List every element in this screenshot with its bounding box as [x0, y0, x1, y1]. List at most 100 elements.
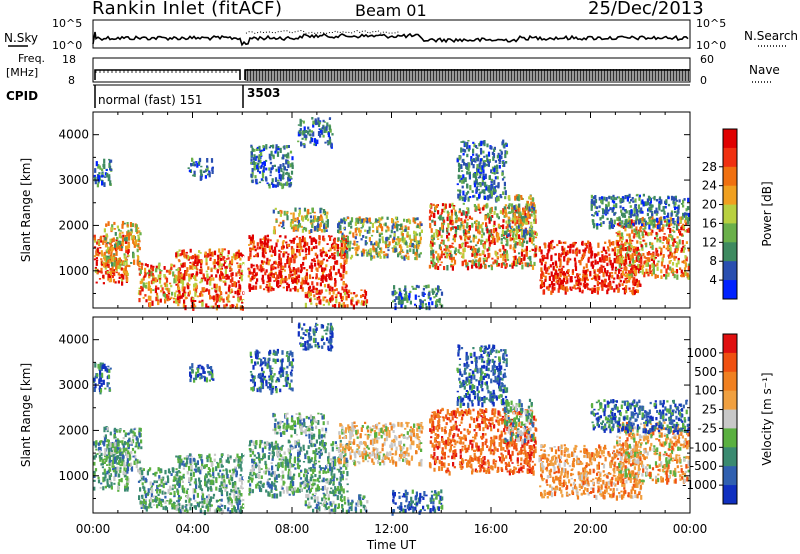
heat-cell [138, 240, 141, 243]
heat-cell [381, 236, 384, 241]
heat-cell [475, 252, 478, 256]
heat-cell [447, 223, 450, 229]
heat-cell [177, 294, 180, 296]
heat-cell [183, 288, 186, 294]
heat-cell [200, 266, 203, 269]
heat-cell [200, 262, 203, 266]
heat-cell [183, 292, 186, 297]
heat-cell [496, 237, 499, 243]
heat-cell [505, 150, 509, 155]
heat-cell [636, 280, 640, 284]
heat-cell [475, 255, 478, 258]
heat-cell [467, 231, 470, 233]
heat-cell [395, 238, 399, 241]
heat-cell [301, 137, 304, 140]
heat-cell [473, 143, 476, 148]
heat-cell [628, 201, 631, 204]
heat-cell [107, 439, 110, 445]
heat-cell [491, 172, 494, 174]
heat-cell [309, 289, 312, 293]
heat-cell [380, 232, 383, 236]
heat-cell [683, 267, 687, 273]
heat-cell [550, 243, 553, 249]
heat-cell [420, 229, 423, 233]
heat-cell [482, 260, 485, 265]
heat-cell [528, 250, 532, 252]
heat-cell [196, 163, 199, 168]
heat-cell [335, 298, 338, 304]
heat-cell [647, 195, 651, 199]
heat-cell [466, 266, 470, 271]
heat-cell [608, 221, 611, 225]
heat-cell [99, 167, 102, 170]
heat-cell [266, 242, 269, 248]
heat-cell [104, 472, 107, 479]
heat-cell [414, 244, 417, 249]
heat-cell [286, 255, 289, 260]
heat-cell [676, 212, 679, 215]
heat-cell [423, 285, 426, 288]
heat-cell [525, 252, 528, 257]
heat-cell [659, 236, 662, 240]
heat-cell [256, 252, 259, 256]
heat-cell [635, 230, 638, 235]
heat-cell [224, 260, 227, 263]
heat-cell [180, 264, 183, 268]
heat-cell [576, 250, 579, 253]
heat-cell [339, 272, 342, 277]
heat-cell [471, 252, 474, 257]
heat-cell [278, 269, 281, 274]
heat-cell [199, 281, 202, 284]
heat-cell [343, 243, 346, 248]
heat-cell [106, 172, 109, 178]
heat-cell [106, 256, 109, 261]
heat-cell [126, 224, 129, 227]
heat-cell [663, 216, 666, 219]
heat-cell [341, 235, 344, 238]
heat-cell [598, 275, 601, 281]
heat-cell [344, 218, 348, 222]
heat-cell [403, 240, 406, 245]
heat-cell [471, 248, 474, 251]
heat-cell [155, 296, 158, 302]
heat-cell [190, 273, 193, 278]
heat-cell [282, 253, 285, 258]
heat-cell [101, 180, 104, 186]
heat-cell [285, 172, 288, 175]
heat-cell [361, 225, 364, 228]
heat-cell [317, 298, 320, 300]
heat-cell [175, 269, 178, 271]
heat-cell [115, 261, 118, 264]
heat-cell [137, 256, 140, 260]
heat-cell [453, 226, 456, 229]
heat-cell [190, 256, 193, 260]
heat-cell [504, 154, 507, 159]
heat-cell [374, 218, 378, 223]
heat-cell [268, 282, 271, 288]
heat-cell [327, 132, 330, 138]
heat-cell [123, 253, 126, 256]
heat-cell [613, 257, 616, 264]
heat-cell [487, 187, 490, 192]
heat-cell [680, 274, 683, 277]
heat-cell [642, 193, 645, 197]
heat-cell [532, 238, 535, 242]
heat-cell [472, 237, 475, 243]
heat-cell [312, 219, 315, 222]
heat-cell [294, 224, 298, 231]
heat-cell [126, 458, 129, 462]
heat-cell [652, 254, 655, 258]
ytick-label: 1000 [58, 264, 89, 278]
heat-cell [268, 167, 271, 171]
heat-cell [497, 223, 500, 229]
colorbar-segment [723, 280, 737, 300]
heat-cell [260, 164, 263, 168]
heat-cell [287, 156, 290, 159]
heat-cell [637, 210, 641, 213]
heat-cell [135, 228, 138, 233]
heat-cell [495, 197, 498, 202]
heat-cell [547, 244, 550, 248]
heat-cell [272, 144, 275, 149]
heat-cell [655, 231, 658, 235]
heat-cell [600, 264, 603, 270]
